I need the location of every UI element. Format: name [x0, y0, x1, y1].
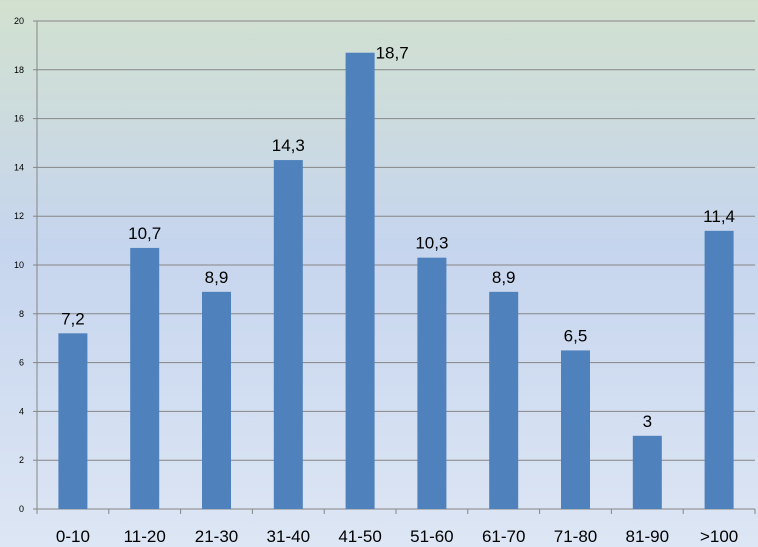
y-tick-label: 14: [14, 162, 24, 172]
data-label: 14,3: [272, 136, 305, 155]
x-axis-tick-labels: 0-10 11-20 21-30 31-40 41-50 51-60 61-70 71-80 8…: [56, 527, 738, 546]
y-tick-label: 0: [19, 504, 24, 514]
x-tick-label: 81-90: [626, 527, 669, 546]
x-tick-label: 21-30: [195, 527, 238, 546]
data-label: 7,2: [61, 309, 85, 328]
y-axis-tick-labels: 0 2 4 6 8 10 12 14 16 18 20: [14, 16, 24, 514]
y-tick-label: 8: [19, 309, 24, 319]
x-tick-label: 31-40: [267, 527, 310, 546]
bar-0-10: [58, 333, 88, 509]
data-label: 6,5: [564, 326, 588, 345]
y-tick-label: 2: [19, 455, 24, 465]
y-tick-label: 20: [14, 16, 24, 26]
bar-11-20: [130, 247, 160, 510]
x-tick-label: 11-20: [124, 527, 166, 546]
y-tick-label: 16: [14, 114, 24, 124]
bar-51-60: [417, 257, 447, 509]
data-labels: 7,2 10,7 8,9 14,3 18,7 10,3 8,9 6,5 3 11,4: [61, 44, 735, 431]
x-tick-label: 0-10: [56, 527, 90, 546]
x-tick-label: >100: [700, 527, 738, 546]
data-label: 10,3: [415, 234, 448, 253]
x-tick-label: 61-70: [482, 527, 525, 546]
bar-31-40: [273, 160, 303, 509]
y-tick-label: 10: [14, 260, 24, 270]
data-label: 11,4: [703, 207, 735, 226]
bars: [58, 52, 734, 510]
x-tick-label: 51-60: [410, 527, 453, 546]
data-label: 10,7: [128, 224, 161, 243]
bar-21-30: [202, 291, 231, 509]
data-label: 8,9: [492, 268, 516, 287]
y-tick-label: 6: [19, 358, 24, 368]
bar-61-70: [489, 291, 519, 509]
y-tick-label: 4: [19, 406, 24, 416]
bar-81-90: [632, 435, 662, 509]
data-label: 18,7: [376, 44, 409, 63]
bar->100: [704, 230, 734, 509]
bar-71-80: [561, 350, 590, 509]
data-label: 3: [643, 412, 652, 431]
data-label: 8,9: [205, 268, 229, 287]
x-tick-label: 71-80: [554, 527, 597, 546]
y-tick-label: 18: [14, 65, 24, 75]
bar-41-50: [345, 52, 375, 509]
x-tick-label: 41-50: [338, 527, 381, 546]
y-tick-label: 12: [14, 211, 24, 221]
